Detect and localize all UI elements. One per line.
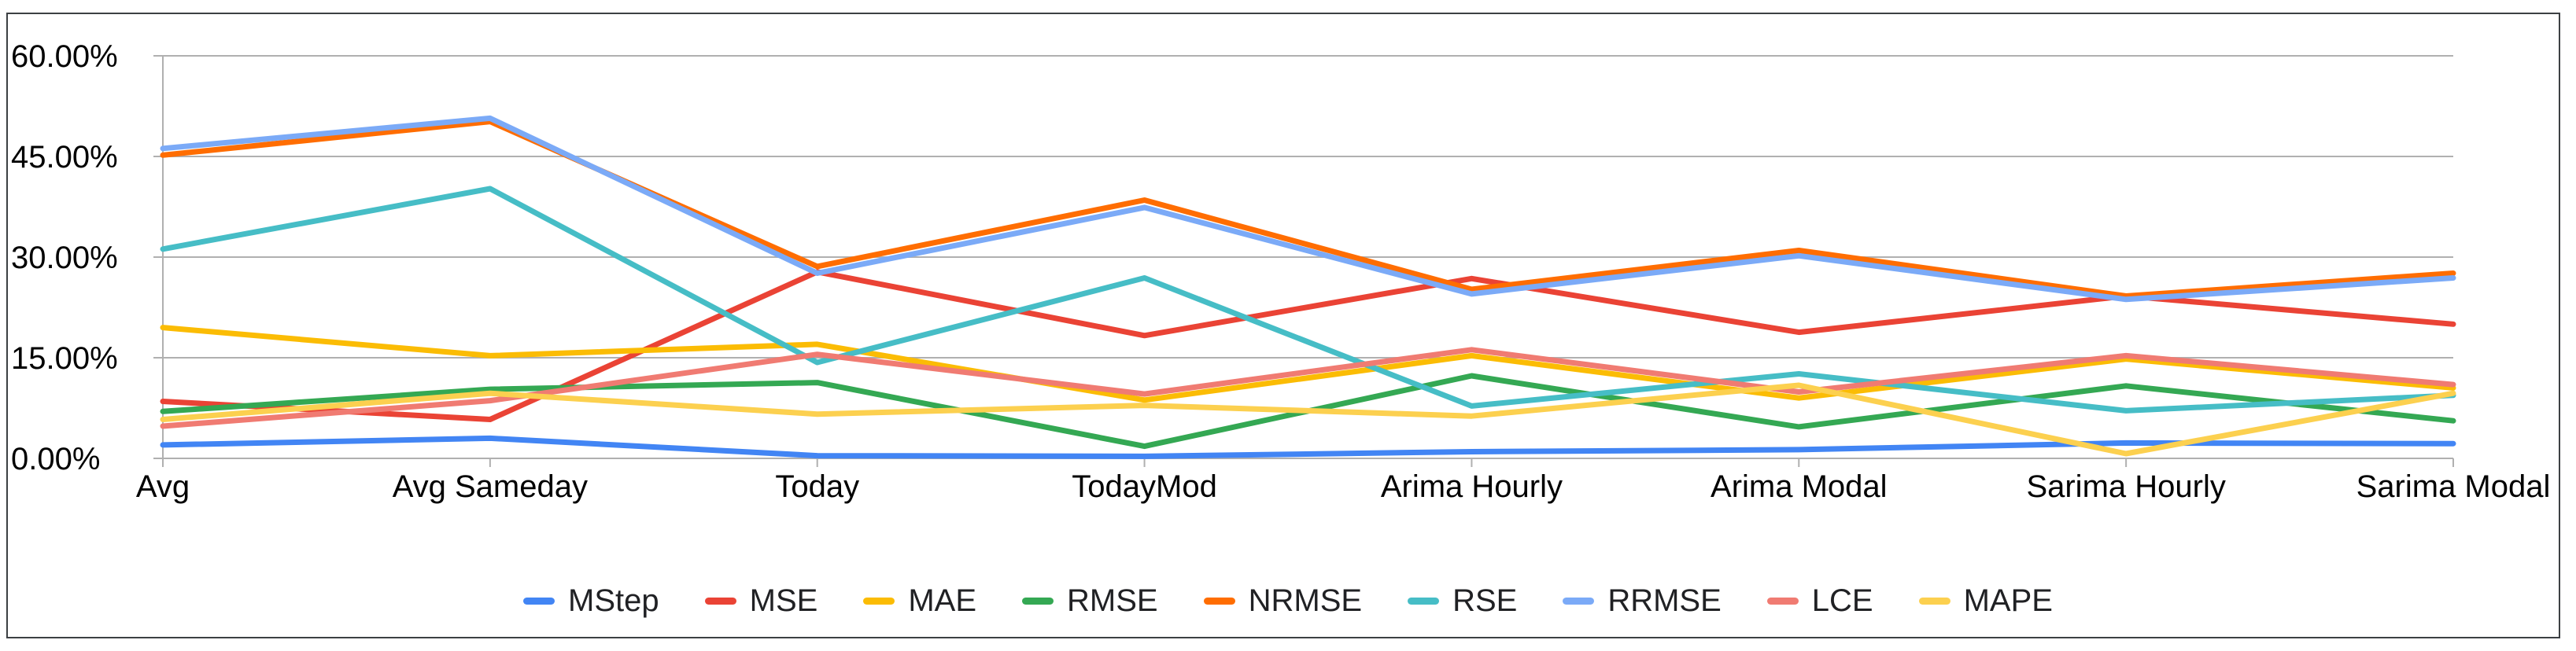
y-axis-labels: 0.00% 15.00% 30.00% 45.00% 60.00% (11, 39, 118, 476)
y-tick-label: 15.00% (11, 341, 118, 376)
legend-item-MStep[interactable]: MStep (523, 585, 659, 616)
legend-label: RRMSE (1607, 583, 1722, 618)
legend-swatch-LCE (1766, 597, 1799, 605)
legend-label: NRMSE (1248, 583, 1363, 618)
legend-swatch-RSE (1408, 597, 1440, 605)
legend-label: MSE (749, 583, 818, 618)
y-tick-label: 60.00% (11, 39, 118, 74)
series-lines (160, 115, 2456, 459)
legend-item-MSE[interactable]: MSE (704, 583, 818, 618)
legend-item-RSE[interactable]: RSE (1408, 585, 1517, 616)
series-line-RSE (160, 186, 2456, 414)
series-line-LCE (160, 347, 2456, 429)
legend-item-LCE[interactable]: LCE (1766, 583, 1873, 618)
x-tick-label: Arima Modal (1711, 469, 1888, 504)
legend-label: RMSE (1067, 583, 1158, 618)
series-line-MStep (160, 435, 2456, 459)
legend-swatch-MAPE (1918, 597, 1950, 605)
legend-swatch-RRMSE (1563, 597, 1595, 605)
x-tick-label: Avg Sameday (393, 469, 588, 504)
y-tick-label: 0.00% (11, 442, 100, 476)
series-line-RRMSE (160, 115, 2456, 303)
legend-label: MStep (568, 583, 659, 618)
chart-legend: MStep MSE MAE RMSE NRMSE RSE RRMSE LCE MAPE (0, 585, 2576, 616)
legend-swatch-MStep (523, 597, 555, 605)
x-tick-label: Sarima Modal (2356, 469, 2551, 504)
x-tick-label: Avg (136, 469, 190, 504)
series-line-MAE (160, 325, 2456, 403)
y-tick-label: 45.00% (11, 140, 118, 175)
y-tick-label: 30.00% (11, 241, 118, 275)
legend-item-RRMSE[interactable]: RRMSE (1563, 583, 1722, 618)
legend-swatch-NRMSE (1203, 597, 1235, 605)
legend-label: MAPE (1963, 583, 2053, 618)
x-tick-label: Sarima Hourly (2026, 469, 2225, 504)
legend-swatch-MSE (704, 597, 736, 605)
legend-item-RMSE[interactable]: RMSE (1022, 585, 1158, 616)
x-tick-label: Today (775, 469, 859, 504)
legend-label: LCE (1811, 583, 1873, 618)
series-line-NRMSE (160, 119, 2456, 299)
legend-label: RSE (1452, 583, 1518, 618)
x-tick-label: Arima Hourly (1381, 469, 1563, 504)
series-line-MAPE (160, 382, 2456, 457)
gridlines (153, 55, 2453, 459)
legend-swatch-MAE (863, 597, 895, 605)
x-tick-label: TodayMod (1072, 469, 1217, 504)
legend-item-MAE[interactable]: MAE (863, 585, 976, 616)
x-axis-labels: Avg Avg Sameday Today TodayMod Arima Hourly A… (136, 458, 2550, 504)
legend-item-NRMSE[interactable]: NRMSE (1203, 583, 1363, 618)
chart-frame (6, 13, 2560, 638)
legend-item-MAPE[interactable]: MAPE (1918, 583, 2053, 618)
legend-swatch-RMSE (1022, 597, 1054, 605)
legend-label: MAE (908, 583, 977, 618)
